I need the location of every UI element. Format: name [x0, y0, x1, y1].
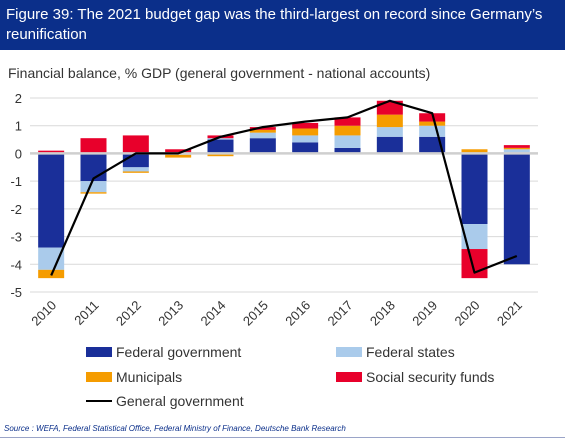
bar-segment: [249, 138, 276, 154]
x-tick-label: 2012: [113, 298, 144, 329]
x-tick-label: 2018: [367, 298, 398, 329]
bar-segment: [38, 150, 65, 154]
bar-segment: [334, 117, 361, 126]
x-tick-label: 2013: [155, 298, 186, 329]
bar-segment: [122, 153, 149, 168]
y-tick-label: -5: [10, 285, 22, 300]
x-tick-label: 2010: [28, 298, 59, 329]
bar-segment: [461, 249, 488, 279]
bar-segment: [122, 167, 149, 172]
bar-segment: [334, 125, 361, 136]
bar-segment: [80, 153, 107, 182]
bottom-rule: [0, 437, 565, 438]
y-tick-label: 1: [15, 119, 22, 134]
bar-segment: [292, 122, 319, 129]
bar-segment: [376, 136, 403, 154]
x-tick-label: 2019: [409, 298, 440, 329]
x-tick-label: 2015: [240, 298, 271, 329]
y-tick-label: -4: [10, 257, 22, 272]
bar-segment: [503, 147, 530, 150]
figure-title-box: Figure 39: The 2021 budget gap was the t…: [0, 0, 565, 50]
bar-segment: [419, 121, 446, 126]
bar-segment: [38, 247, 65, 270]
x-tick-label: 2014: [198, 298, 229, 329]
y-tick-label: 0: [15, 146, 22, 161]
gridlines: [30, 97, 538, 293]
bar-segment: [334, 147, 361, 154]
bar-segment: [38, 153, 65, 248]
y-tick-label: -3: [10, 230, 22, 245]
bar-segment: [80, 181, 107, 193]
bar-segment: [165, 154, 192, 158]
y-tick-label: -2: [10, 202, 22, 217]
bar-segment: [80, 192, 107, 194]
bar-segment: [249, 132, 276, 139]
bar-segment: [292, 128, 319, 136]
bar-segment: [292, 135, 319, 143]
bar-segment: [334, 135, 361, 148]
bar-segment: [80, 138, 107, 154]
legend-swatch: [86, 347, 112, 357]
x-tick-label: 2017: [325, 298, 356, 329]
general-government-line-path: [50, 99, 518, 276]
bar-segment: [503, 145, 530, 148]
x-tick-label: 2020: [452, 298, 483, 329]
bar-segment: [207, 138, 234, 140]
bar-segment: [503, 153, 530, 265]
bar-segment: [122, 171, 149, 173]
bars: [38, 100, 530, 279]
x-tick-label: 2021: [494, 298, 525, 329]
bar-segment: [461, 149, 488, 154]
legend-swatch: [86, 372, 112, 382]
bar-segment: [419, 125, 446, 137]
bar-segment: [503, 149, 530, 154]
bar-segment: [376, 114, 403, 128]
bar-segment: [419, 113, 446, 122]
legend-label: General government: [116, 393, 244, 409]
legend-swatch: [336, 372, 362, 382]
legend-label: Federal government: [116, 344, 241, 360]
bar-segment: [249, 127, 276, 130]
x-tick-label: 2016: [282, 298, 313, 329]
bar-segment: [207, 139, 234, 154]
figure-title: Figure 39: The 2021 budget gap was the t…: [6, 6, 543, 43]
x-axis-ticks: 2010 2011 2012 2013 2014 2015 2016 2017 2018 2019…: [28, 298, 525, 329]
x-tick-label: 2011: [71, 298, 101, 328]
legend-label: Federal states: [366, 344, 455, 360]
legend-swatch: [336, 347, 362, 357]
legend-label: Municipals: [116, 369, 182, 385]
source-note: Source : WEFA, Federal Statistical Offic…: [4, 424, 346, 433]
bar-segment: [249, 129, 276, 133]
bar-segment: [376, 127, 403, 137]
legend-label: Social security funds: [366, 369, 494, 385]
y-tick-label: 2: [15, 91, 22, 106]
chart-subtitle: Financial balance, % GDP (general govern…: [8, 65, 431, 81]
legend: Federal government Federal states Municipa…: [86, 344, 494, 409]
bar-segment: [122, 135, 149, 154]
bar-segment: [165, 149, 192, 154]
general-government-line: [50, 99, 518, 276]
bar-segment: [292, 142, 319, 154]
bar-segment: [461, 153, 488, 225]
bar-segment: [207, 153, 234, 157]
y-axis-ticks: 2 1 0 -1 -2 -3 -4 -5: [10, 91, 22, 300]
y-tick-label: -1: [10, 174, 22, 189]
